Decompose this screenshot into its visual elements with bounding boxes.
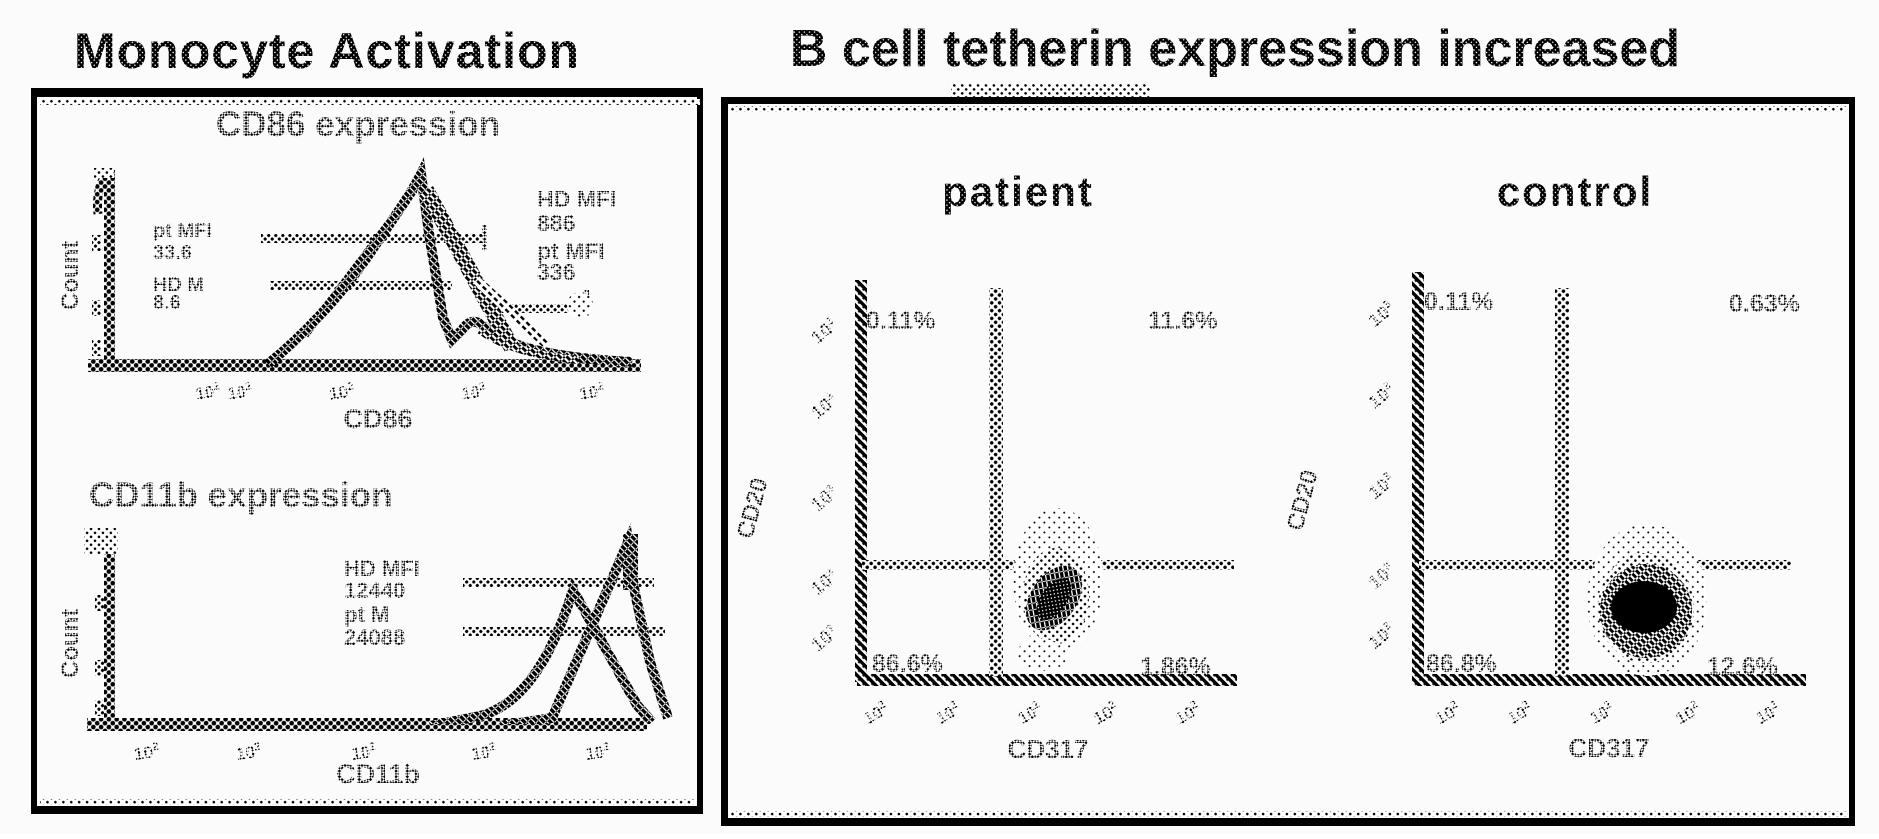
svg-text:pt MFI: pt MFI [153,220,212,242]
svg-text:102: 102 [226,381,254,404]
svg-text:1.86%: 1.86% [1140,653,1211,681]
svg-text:HD M: HD M [153,274,204,296]
svg-text:CD317: CD317 [1008,734,1089,764]
svg-text:102: 102 [328,381,356,404]
svg-text:102: 102 [470,741,498,764]
svg-text:24088: 24088 [344,625,405,650]
svg-text:HD MFI: HD MFI [344,556,420,581]
svg-text:102: 102 [350,741,378,764]
svg-text:12.6%: 12.6% [1707,653,1778,681]
svg-text:12440: 12440 [344,578,405,603]
svg-text:B cell tetherin expression inc: B cell tetherin expression increased [790,20,1680,78]
svg-text:33.6: 33.6 [153,242,192,264]
svg-text:HD MFI: HD MFI [537,186,616,212]
svg-text:patient: patient [942,168,1094,215]
svg-text:pt M: pt M [344,602,389,627]
svg-text:86.8%: 86.8% [1426,650,1497,678]
svg-text:102: 102 [235,741,263,764]
svg-text:0.11%: 0.11% [866,307,936,335]
svg-text:Monocyte Activation: Monocyte Activation [74,23,580,79]
svg-text:CD11b expression: CD11b expression [89,476,392,515]
svg-text:pt MFI: pt MFI [537,238,605,264]
svg-text:11.6%: 11.6% [1148,307,1218,335]
svg-text:0.11%: 0.11% [1424,288,1494,316]
svg-text:Count: Count [57,609,84,678]
svg-text:Count: Count [57,241,84,310]
svg-text:CD86: CD86 [343,404,412,434]
svg-text:CD317: CD317 [1569,733,1650,763]
svg-text:control: control [1497,168,1653,215]
svg-text:0.63%: 0.63% [1729,290,1800,318]
svg-text:102: 102 [584,741,612,764]
svg-text:8.6: 8.6 [153,292,181,314]
svg-text:886: 886 [537,210,575,236]
svg-text:CD11b: CD11b [336,759,420,789]
svg-text:CD86 expression: CD86 expression [216,105,500,144]
svg-text:102: 102 [194,381,222,404]
svg-text:102: 102 [578,381,606,404]
svg-text:336: 336 [537,259,575,285]
svg-text:102: 102 [133,741,161,764]
svg-text:102: 102 [460,381,488,404]
svg-text:86.6%: 86.6% [872,650,943,678]
